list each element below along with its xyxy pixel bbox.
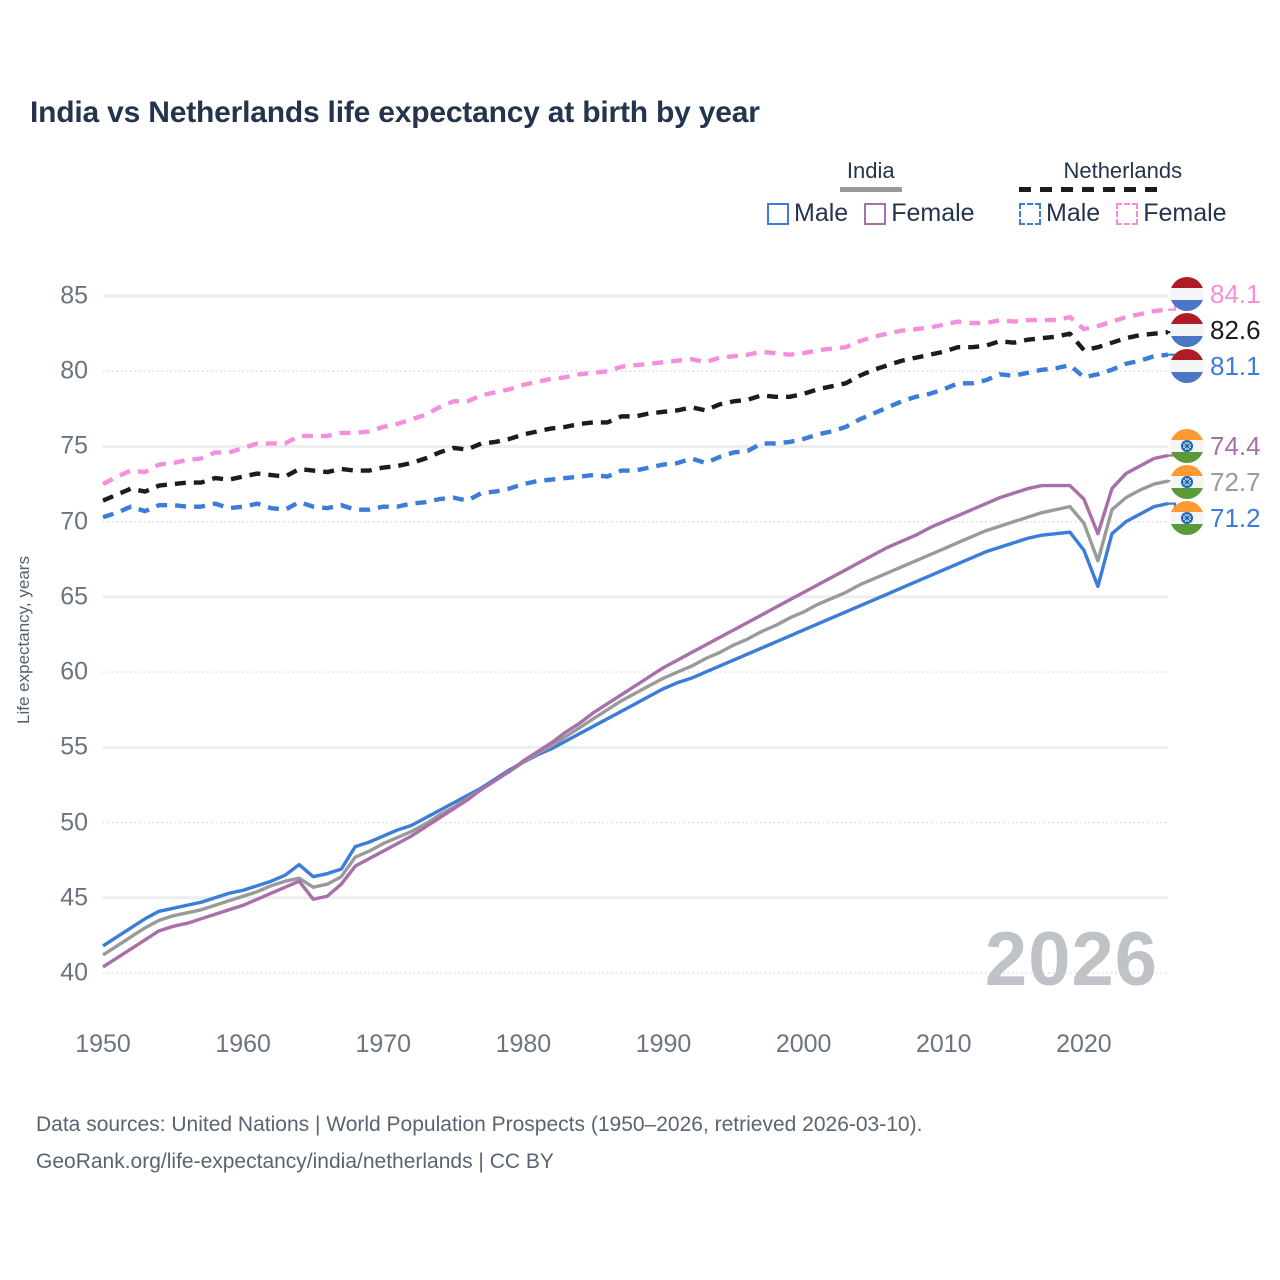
- legend-item-india-male[interactable]: Male: [767, 201, 848, 226]
- india-flag-icon: [1170, 429, 1204, 463]
- y-tick-70: 70: [60, 507, 88, 536]
- x-tick-1980: 1980: [495, 1030, 552, 1058]
- legend-swatch-india-male: [767, 202, 789, 225]
- end-label-value: 71.2: [1210, 503, 1261, 533]
- netherlands-flag-icon: [1170, 313, 1204, 347]
- legend-group-india: India Male Female: [767, 158, 975, 226]
- legend-group-netherlands: Netherlands Male Female: [1019, 158, 1227, 226]
- end-label-72.7: 72.7: [1170, 465, 1261, 499]
- legend-item-netherlands-female[interactable]: Female: [1116, 199, 1227, 227]
- year-watermark: 2026: [984, 917, 1158, 1002]
- x-tick-2010: 2010: [915, 1030, 972, 1058]
- chart-legend: India Male Female Netherlands Male: [757, 158, 1257, 238]
- legend-country-india: India: [846, 158, 895, 183]
- legend-rule-india: [839, 187, 902, 192]
- y-tick-65: 65: [60, 582, 88, 611]
- end-label-84.1: 84.1: [1170, 277, 1261, 311]
- netherlands-flag-icon: [1170, 349, 1204, 383]
- series-line-netherlands-male: [102, 352, 1169, 520]
- y-tick-40: 40: [60, 958, 88, 987]
- y-tick-50: 50: [60, 808, 88, 837]
- y-tick-45: 45: [60, 883, 88, 912]
- series-line-india-total: [102, 479, 1169, 957]
- end-label-value: 74.4: [1210, 431, 1261, 461]
- y-axis-title: Life expectancy, years: [14, 556, 33, 724]
- y-tick-60: 60: [60, 657, 88, 686]
- legend-item-netherlands-male[interactable]: Male: [1019, 201, 1100, 226]
- page-title: India vs Netherlands life expectancy at …: [30, 96, 760, 129]
- legend-label-netherlands-male: Male: [1046, 199, 1101, 227]
- end-label-81.1: 81.1: [1170, 349, 1261, 383]
- series-line-netherlands-total: [102, 329, 1169, 503]
- legend-label-india-male: Male: [794, 199, 849, 227]
- end-label-74.4: 74.4: [1170, 429, 1261, 463]
- end-label-82.6: 82.6: [1170, 313, 1261, 347]
- x-tick-2000: 2000: [775, 1030, 832, 1058]
- end-label-71.2: 71.2: [1170, 501, 1261, 535]
- y-tick-80: 80: [60, 356, 88, 385]
- netherlands-flag-icon: [1170, 277, 1204, 311]
- legend-label-india-female: Female: [891, 199, 975, 227]
- footer-credits: Data sources: United Nations | World Pop…: [36, 1106, 922, 1180]
- legend-item-india-female[interactable]: Female: [864, 199, 975, 227]
- series-line-netherlands-female: [101, 307, 1169, 487]
- y-tick-55: 55: [60, 732, 88, 761]
- legend-rule-netherlands: [1019, 187, 1161, 192]
- y-tick-85: 85: [60, 281, 88, 310]
- legend-label-netherlands-female: Female: [1143, 199, 1227, 227]
- end-label-value: 72.7: [1210, 467, 1261, 497]
- series-line-india-female: [102, 453, 1169, 969]
- footer-line-2: GeoRank.org/life-expectancy/india/nether…: [36, 1150, 554, 1173]
- end-label-value: 84.1: [1210, 279, 1261, 309]
- india-flag-icon: [1170, 501, 1204, 535]
- india-flag-icon: [1170, 465, 1204, 499]
- x-tick-1950: 1950: [75, 1030, 131, 1058]
- x-tick-2020: 2020: [1056, 1030, 1112, 1058]
- legend-swatch-netherlands-male: [1019, 202, 1041, 225]
- y-tick-75: 75: [60, 431, 88, 460]
- legend-country-netherlands: Netherlands: [1063, 158, 1183, 183]
- x-tick-1990: 1990: [635, 1030, 692, 1058]
- series-line-india-male: [102, 501, 1169, 948]
- x-tick-1970: 1970: [355, 1030, 412, 1058]
- end-label-value: 82.6: [1210, 315, 1261, 345]
- end-label-value: 81.1: [1210, 351, 1261, 381]
- legend-swatch-india-female: [864, 202, 887, 225]
- x-tick-1960: 1960: [215, 1030, 271, 1058]
- footer-line-1: Data sources: United Nations | World Pop…: [36, 1113, 923, 1136]
- legend-swatch-netherlands-female: [1116, 202, 1139, 225]
